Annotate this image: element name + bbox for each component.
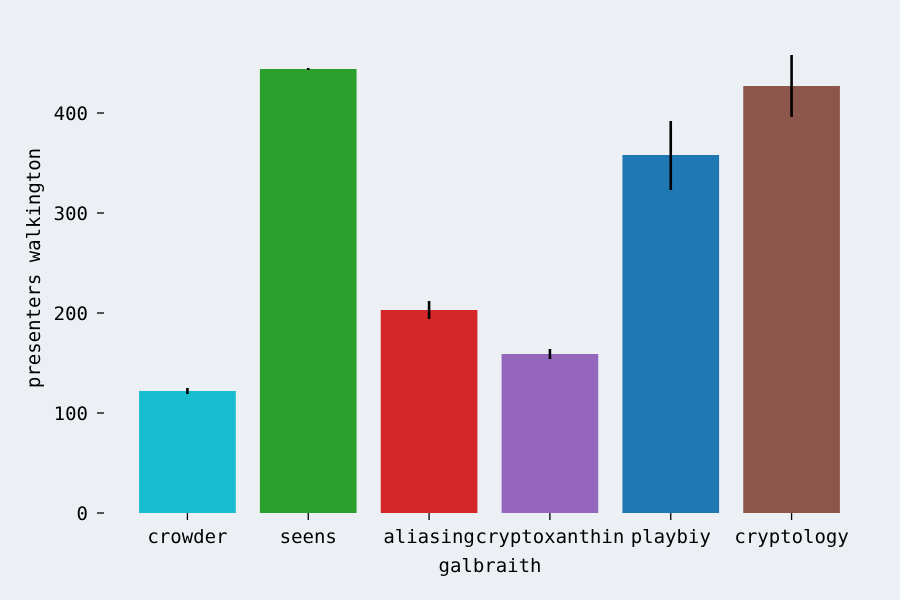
y-tick-label: 100 bbox=[54, 403, 88, 425]
bar-playbiy bbox=[622, 155, 720, 513]
x-tick-label: seens bbox=[280, 526, 337, 548]
x-tick-label: playbiy bbox=[631, 526, 711, 548]
bar-seens bbox=[259, 69, 357, 513]
x-tick-label: cryptoxanthin bbox=[476, 526, 625, 548]
y-axis: 0 100 200 300 400 bbox=[54, 103, 104, 525]
y-tick-label: 200 bbox=[54, 303, 88, 325]
y-tick-label: 0 bbox=[77, 503, 88, 525]
bar-cryptology bbox=[743, 86, 840, 513]
x-tick-label: crowder bbox=[147, 526, 227, 548]
y-tick-label: 400 bbox=[54, 103, 88, 125]
x-axis: crowder seens aliasing cryptoxanthin playbiy… bbox=[147, 513, 849, 548]
bar-crowder bbox=[139, 391, 236, 513]
y-axis-label: presenters walkington bbox=[23, 148, 45, 388]
x-tick-label: aliasing bbox=[383, 526, 475, 548]
error-bars bbox=[186, 55, 793, 394]
bar-aliasing bbox=[380, 310, 478, 513]
x-axis-label: galbraith bbox=[439, 555, 542, 577]
bars bbox=[139, 69, 840, 513]
y-tick-label: 300 bbox=[54, 203, 88, 225]
bar-cryptoxanthin bbox=[501, 354, 599, 513]
x-tick-label: cryptology bbox=[734, 526, 848, 548]
